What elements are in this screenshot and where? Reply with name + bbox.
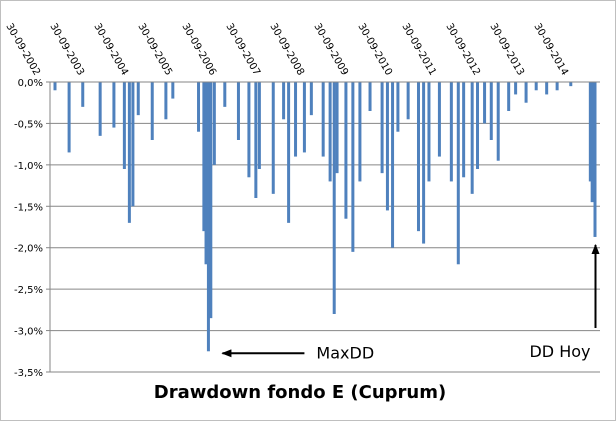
drawdown-bar xyxy=(131,82,135,207)
drawdown-bar xyxy=(416,82,420,232)
x-tick-label: 30-09-2004 xyxy=(91,22,130,78)
drawdown-bar xyxy=(112,82,116,128)
x-tick-label: 30-09-2013 xyxy=(487,22,526,78)
drawdown-bar xyxy=(247,82,251,178)
drawdown-bar xyxy=(236,82,240,140)
drawdown-bar xyxy=(164,82,168,120)
drawdown-bar xyxy=(202,82,206,232)
grid-lines xyxy=(50,122,600,373)
drawdown-bar xyxy=(545,82,549,95)
y-tick-label: -2,5% xyxy=(14,285,43,296)
drawdown-bar xyxy=(335,82,339,174)
x-tick-label: 30-09-2006 xyxy=(179,22,218,78)
y-tick-label: -1,0% xyxy=(14,161,43,172)
x-tick-label: 30-09-2010 xyxy=(355,22,394,78)
drawdown-bar xyxy=(309,82,313,116)
drawdown-bar xyxy=(204,82,208,265)
x-tick-label: 30-09-2002 xyxy=(3,22,42,78)
drawdown-bar xyxy=(476,82,480,169)
drawdown-bars xyxy=(53,82,597,352)
drawdown-bar xyxy=(590,82,594,203)
drawdown-bar xyxy=(302,82,306,153)
x-tick-label: 30-09-2007 xyxy=(223,22,262,78)
drawdown-bar xyxy=(67,82,71,153)
drawdown-bar xyxy=(385,82,389,211)
x-tick-label: 30-09-2009 xyxy=(311,22,350,78)
drawdown-bar xyxy=(171,82,175,99)
x-tick-label: 30-09-2003 xyxy=(47,22,86,78)
drawdown-bar xyxy=(294,82,298,157)
drawdown-bar xyxy=(136,82,140,116)
drawdown-bar xyxy=(332,82,336,314)
y-tick-label: -1,5% xyxy=(14,202,43,213)
drawdown-bar xyxy=(122,82,126,169)
drawdown-bar xyxy=(437,82,441,157)
drawdown-bar xyxy=(53,82,57,91)
drawdown-bar xyxy=(209,82,213,319)
y-tick-label: -3,5% xyxy=(14,368,43,379)
drawdown-bar xyxy=(427,82,431,182)
drawdown-bar xyxy=(483,82,487,124)
x-tick-label: 30-09-2012 xyxy=(443,22,482,78)
drawdown-bar xyxy=(368,82,372,111)
drawdown-bar xyxy=(328,82,332,182)
drawdown-bar xyxy=(496,82,500,161)
y-tick-label: -3,0% xyxy=(14,327,43,338)
x-tick-label: 30-09-2014 xyxy=(531,22,570,78)
drawdown-bar xyxy=(98,82,102,136)
drawdown-bar xyxy=(321,82,325,157)
drawdown-bar xyxy=(507,82,511,111)
drawdown-bar xyxy=(81,82,85,107)
x-tick-label: 30-09-2011 xyxy=(399,22,438,78)
drawdown-bar xyxy=(588,82,592,182)
drawdown-bar xyxy=(127,82,131,223)
drawdown-bar xyxy=(206,82,210,352)
drawdown-bar xyxy=(380,82,384,174)
drawdown-bar xyxy=(422,82,426,244)
chart-title: Drawdown fondo E (Cuprum) xyxy=(154,382,446,403)
drawdown-bar xyxy=(351,82,355,252)
drawdown-bar xyxy=(449,82,453,182)
x-axis-ticks: 30-09-2002 30-09-2003 30-09-2004 30-09-2005… xyxy=(3,22,570,78)
drawdown-bar xyxy=(391,82,395,248)
x-tick-label: 30-09-2005 xyxy=(135,22,174,78)
drawdown-bar xyxy=(271,82,275,194)
drawdown-bar xyxy=(470,82,474,194)
drawdown-bar xyxy=(569,82,573,87)
drawdown-bar xyxy=(358,82,362,182)
drawdown-bar xyxy=(555,82,559,91)
drawdown-bar xyxy=(514,82,518,95)
drawdown-bar xyxy=(462,82,466,178)
drawdown-bar xyxy=(150,82,154,140)
drawdown-bar xyxy=(287,82,291,223)
drawdown-bar xyxy=(456,82,460,265)
drawdown-bar xyxy=(282,82,286,120)
drawdown-bar xyxy=(406,82,410,120)
x-tick-label: 30-09-2008 xyxy=(267,22,306,78)
y-tick-label: -0,5% xyxy=(14,119,43,130)
drawdown-bar xyxy=(257,82,261,169)
drawdown-bar xyxy=(254,82,258,198)
drawdown-bar xyxy=(197,82,201,132)
drawdown-bar xyxy=(593,82,597,237)
drawdown-bar xyxy=(223,82,227,107)
drawdown-bar xyxy=(212,82,216,165)
drawdown-bar xyxy=(396,82,400,132)
ddhoy-label: DD Hoy xyxy=(529,342,590,361)
drawdown-bar xyxy=(489,82,493,140)
drawdown-bar xyxy=(524,82,528,103)
annotations: MaxDD DD Hoy xyxy=(221,243,600,362)
maxdd-label: MaxDD xyxy=(316,343,374,362)
y-tick-label: 0,0% xyxy=(18,78,43,89)
drawdown-bar xyxy=(534,82,538,91)
y-tick-label: -2,0% xyxy=(14,244,43,255)
y-axis-ticks: 0,0% -0,5% -1,0% -1,5% -2,0% -2,5% -3,0% -3,5% xyxy=(14,78,51,379)
drawdown-bar xyxy=(344,82,348,219)
